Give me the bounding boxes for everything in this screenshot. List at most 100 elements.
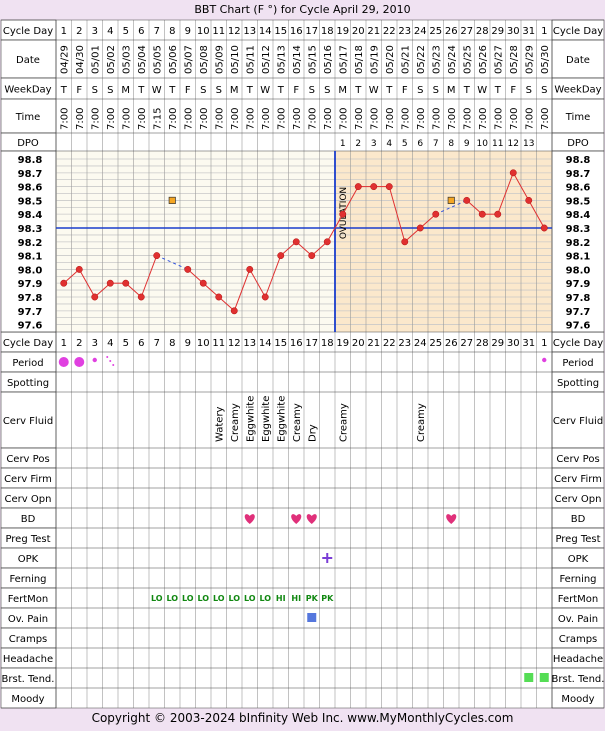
row-label-cell-right [551, 98, 605, 134]
row-label-weekday: WeekDay [4, 85, 51, 96]
heart-icon [306, 514, 317, 524]
cycle-day-number: 18 [321, 26, 334, 37]
cerv-fluid-entry: Creamy [338, 403, 349, 442]
cycle-day-number: 31 [522, 26, 535, 37]
cycle-day-number: 30 [507, 338, 520, 349]
cycle-day-number: 20 [352, 338, 365, 349]
row-label-moody: Moody [561, 694, 594, 705]
heart-icon [244, 514, 255, 524]
weekday-letter: T [137, 85, 145, 96]
time-label: 7:00 [385, 108, 396, 130]
row-label-cell-left [0, 391, 57, 449]
cycle-day-number: 12 [228, 338, 241, 349]
row-label-cell-right [551, 391, 605, 449]
heart-icon [291, 514, 302, 524]
temp-point [184, 265, 192, 273]
cycle-day-number: 6 [138, 338, 144, 349]
row-label-time: Time [565, 112, 590, 123]
time-label: 7:00 [540, 108, 551, 130]
date-label: 05/24 [447, 45, 458, 74]
temp-point [246, 265, 254, 273]
date-label: 05/29 [524, 45, 535, 74]
temp-point [354, 183, 362, 191]
temp-point [122, 279, 130, 287]
row-label-spotting: Spotting [557, 378, 599, 389]
time-label: 7:00 [509, 108, 520, 130]
cycle-day-number: 15 [274, 26, 287, 37]
dpo-number: 13 [523, 139, 534, 149]
temp-point [106, 279, 114, 287]
y-tick-label-left: 97.6 [18, 321, 43, 332]
date-label: 05/08 [199, 45, 210, 74]
cycle-day-number: 4 [107, 338, 113, 349]
date-label: 05/07 [183, 45, 194, 74]
time-label: 7:00 [59, 108, 70, 130]
temp-point [385, 183, 393, 191]
cycle-day-number: 6 [138, 26, 144, 37]
weekday-letter: T [277, 85, 285, 96]
time-label: 7:00 [307, 108, 318, 130]
temp-line-segment [311, 241, 328, 256]
weekday-letter: S [309, 85, 315, 96]
y-tick-label-right: 97.9 [566, 279, 591, 290]
dpo-number: 12 [508, 139, 519, 149]
temp-line-segment [512, 172, 530, 201]
cycle-day-number: 8 [169, 338, 175, 349]
temp-point [292, 238, 300, 246]
cycle-day-number: 8 [169, 26, 175, 37]
date-label: 04/29 [59, 45, 70, 74]
cycle-day-number: 27 [460, 338, 473, 349]
cycle-day-number: 25 [429, 338, 442, 349]
row-label-cerv_firm: Cerv Firm [4, 474, 52, 485]
y-tick-label-left: 98.1 [18, 252, 43, 263]
weekday-letter: F [76, 85, 82, 96]
temp-point [137, 293, 145, 301]
cycle-day-number: 9 [185, 338, 191, 349]
row-label-opk: OPK [18, 554, 39, 565]
dpo-number: 11 [492, 139, 503, 149]
time-label: 7:00 [276, 108, 287, 130]
temp-point [401, 238, 409, 246]
y-tick-label-right: 98.8 [566, 155, 591, 166]
time-label: 7:00 [524, 108, 535, 130]
cycle-day-number: 7 [154, 338, 160, 349]
y-tick-label-left: 98.4 [18, 210, 43, 221]
temp-line-segment [528, 200, 545, 229]
cycle-day-number: 21 [367, 338, 380, 349]
cycle-day-number: 25 [429, 26, 442, 37]
temp-line-segment [218, 296, 235, 312]
cycle-day-number: 11 [212, 26, 225, 37]
cerv-fluid-entry: Eggwhite [245, 396, 256, 442]
time-label: 7:00 [338, 108, 349, 130]
time-label: 7:00 [323, 108, 334, 130]
row-label-ferning: Ferning [559, 574, 596, 585]
cerv-fluid-entry: Dry [307, 424, 318, 442]
cycle-day-number: 2 [76, 338, 82, 349]
y-tick-label-right: 98.6 [566, 183, 591, 194]
date-label: 05/06 [168, 45, 179, 74]
cycle-day-number: 16 [290, 338, 303, 349]
date-label: 05/30 [540, 45, 551, 74]
row-label-spotting: Spotting [7, 378, 49, 389]
time-label: 7:00 [292, 108, 303, 130]
row-label-cerv_pos: Cerv Pos [556, 454, 599, 465]
dpo-number: 10 [477, 139, 489, 149]
temp-line-segment [63, 269, 80, 284]
row-label-headache: Headache [553, 654, 603, 665]
y-axis-left-cell [0, 150, 57, 333]
dpo-number: 1 [340, 139, 346, 149]
fertmon-reading: LO [213, 594, 225, 603]
row-label-fertmon: FertMon [558, 594, 598, 605]
fertmon-reading: LO [197, 594, 209, 603]
cycle-day-number: 14 [259, 26, 272, 37]
y-tick-label-left: 98.7 [18, 169, 43, 180]
y-tick-label-left: 97.8 [18, 293, 43, 304]
row-label-period: Period [562, 358, 593, 369]
date-label: 05/18 [354, 45, 365, 74]
dpo-number: 8 [448, 139, 454, 149]
fertmon-reading: PK [321, 594, 334, 603]
temp-point [153, 252, 161, 260]
heart-icon [446, 514, 457, 524]
temp-point [60, 279, 68, 287]
